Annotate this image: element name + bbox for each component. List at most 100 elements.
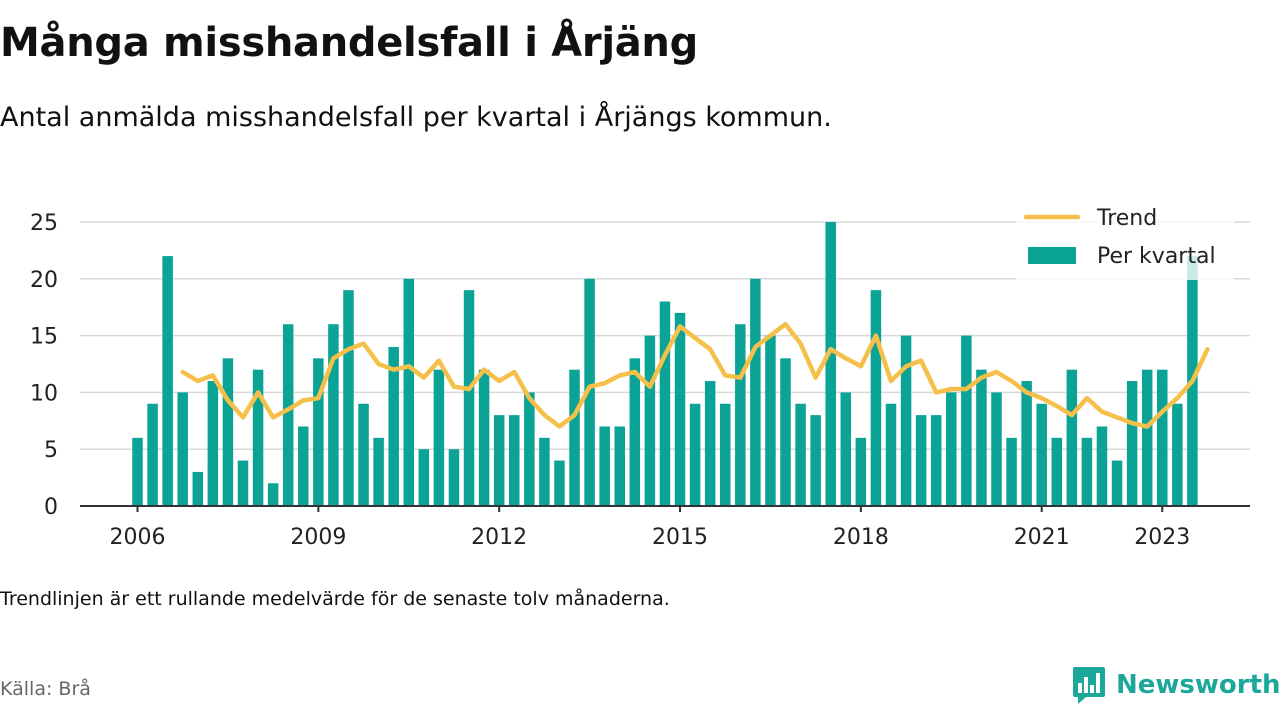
legend-bar-swatch: [1028, 247, 1076, 264]
bar: [282, 324, 294, 506]
y-tick-label: 10: [30, 381, 58, 406]
bar: [810, 415, 821, 506]
bar: [267, 483, 279, 506]
source-note: Källa: Brå: [0, 678, 91, 700]
bar: [388, 346, 399, 506]
bar: [162, 256, 173, 506]
bar: [584, 278, 595, 506]
bar: [915, 415, 927, 506]
trend-line: [180, 321, 1210, 429]
bar: [1036, 403, 1047, 506]
bar: [493, 415, 505, 506]
chart-subtitle: Antal anmälda misshandelsfall per kvarta…: [0, 102, 832, 133]
bar: [1126, 381, 1138, 506]
bar: [569, 369, 580, 506]
chart-area: 0 5 10 15 20 25 2006 2009 2012 2015 2018 2021 2023 T…: [30, 198, 1250, 550]
bar: [1081, 437, 1093, 506]
bar: [177, 392, 188, 506]
bar-series: [132, 222, 1198, 506]
bar: [222, 358, 234, 506]
bar: [1006, 437, 1017, 506]
bar: [132, 437, 143, 506]
x-tick-label: 2021: [1014, 525, 1070, 550]
newsworthy-logo-icon: [1073, 667, 1105, 704]
brand-name: Newsworthy: [1116, 670, 1280, 700]
bar: [524, 392, 535, 506]
bar: [1172, 403, 1183, 506]
bar: [930, 415, 942, 506]
bar: [870, 290, 882, 506]
bar: [674, 312, 686, 506]
bar: [961, 335, 972, 506]
y-tick-label: 25: [30, 211, 58, 236]
bar: [554, 460, 565, 506]
bar: [192, 471, 204, 506]
bar: [313, 358, 324, 506]
y-tick-label: 5: [44, 438, 58, 463]
y-tick-label: 0: [44, 495, 58, 520]
bar: [207, 381, 219, 506]
bar: [1111, 460, 1123, 506]
bar: [795, 403, 806, 506]
bar: [463, 290, 475, 506]
legend-background: [1016, 198, 1234, 280]
bar: [298, 426, 309, 506]
bar: [403, 278, 415, 506]
bar: [252, 369, 264, 506]
bar: [358, 403, 369, 506]
bar: [509, 415, 520, 506]
bar: [885, 403, 897, 506]
bar: [478, 369, 490, 506]
x-tick-label: 2009: [290, 525, 346, 550]
bar: [147, 403, 158, 506]
bar: [599, 426, 610, 506]
x-tick-label: 2018: [833, 525, 889, 550]
bar: [1066, 369, 1078, 506]
bar: [840, 392, 852, 506]
x-tick-label: 2015: [652, 525, 708, 550]
bar: [448, 449, 460, 506]
bar: [328, 324, 339, 506]
newsworthy-brand[interactable]: Newsworthy: [1072, 664, 1280, 706]
bar: [976, 369, 987, 506]
y-tick-label: 15: [30, 325, 58, 350]
legend-trend-label: Trend: [1096, 206, 1157, 231]
legend-bar-label: Per kvartal: [1097, 244, 1216, 269]
bar: [780, 358, 791, 506]
bar: [237, 460, 249, 506]
chart-title: Många misshandelsfall i Årjäng: [0, 20, 698, 66]
x-tick-label: 2023: [1134, 525, 1190, 550]
bar: [539, 437, 550, 506]
x-tick-label: 2006: [110, 525, 166, 550]
bar: [1021, 381, 1032, 506]
bar: [1051, 437, 1063, 506]
bar: [704, 381, 716, 506]
bar: [689, 403, 701, 506]
legend: Trend Per kvartal: [1016, 198, 1234, 280]
axes: 0 5 10 15 20 25 2006 2009 2012 2015 2018 2021 2023: [30, 211, 1250, 550]
y-tick-label: 20: [30, 268, 58, 293]
bar: [1141, 369, 1153, 506]
bar: [765, 335, 776, 506]
bar: [900, 335, 912, 506]
x-tick-label: 2012: [471, 525, 527, 550]
bar: [644, 335, 656, 506]
bar: [1096, 426, 1108, 506]
bar: [629, 358, 641, 506]
bar: [855, 437, 867, 506]
bar: [735, 324, 746, 506]
bar: [373, 437, 384, 506]
bar: [418, 449, 430, 506]
bar: [991, 392, 1002, 506]
trend-footnote: Trendlinjen är ett rullande medelvärde f…: [0, 588, 670, 610]
bar: [1157, 369, 1168, 506]
trend-series: [180, 321, 1210, 429]
bar: [825, 222, 836, 506]
bar: [719, 403, 731, 506]
bar: [946, 392, 957, 506]
bar: [433, 369, 445, 506]
bar: [659, 301, 671, 506]
bar: [343, 290, 354, 506]
bar: [750, 278, 761, 506]
bar: [614, 426, 625, 506]
